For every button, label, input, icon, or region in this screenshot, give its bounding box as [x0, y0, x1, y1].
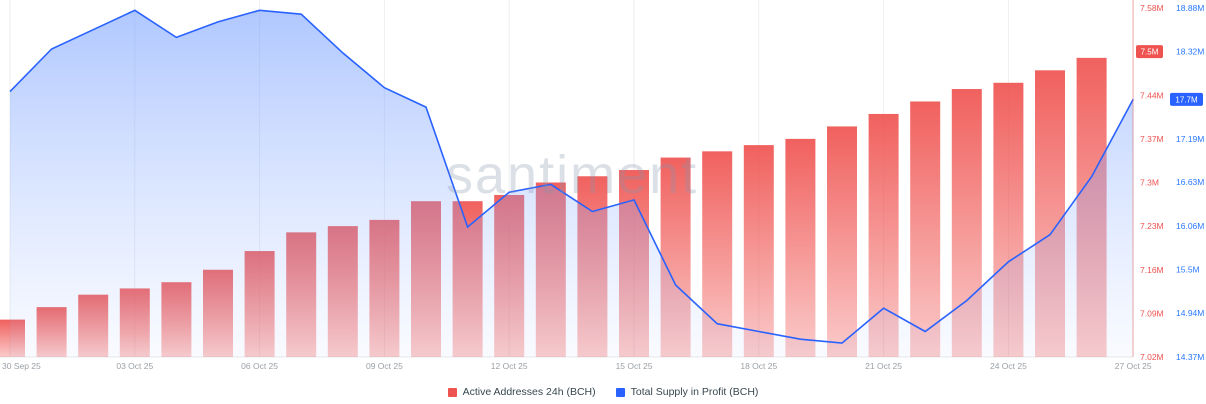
blue-axis-tick: 16.06M — [1176, 221, 1204, 231]
blue-axis-tick: 17.19M — [1176, 134, 1204, 144]
red-axis-tick: 7.37M — [1140, 134, 1164, 144]
area-total-supply-in-profit — [10, 10, 1134, 358]
red-axis-tick: 7.02M — [1140, 352, 1164, 362]
x-tick-label: 06 Oct 25 — [241, 361, 278, 371]
bar[interactable] — [785, 138, 816, 357]
blue-axis-tick: 18.32M — [1176, 46, 1204, 56]
svg-text:17.7M: 17.7M — [1175, 95, 1198, 104]
x-tick-label: 30 Sep 25 — [2, 361, 41, 371]
blue-axis-tick: 14.94M — [1176, 308, 1204, 318]
x-tick-label: 27 Oct 25 — [1115, 361, 1152, 371]
x-tick-label: 21 Oct 25 — [865, 361, 902, 371]
right-axis-blue-labels: 18.88M 18.32M 17.19M 16.63M 16.06M 15.5M 14.94… — [1176, 3, 1204, 362]
blue-axis-tick: 14.37M — [1176, 352, 1204, 362]
red-value-badge: 7.5M — [1136, 45, 1163, 59]
red-axis-tick: 7.09M — [1140, 308, 1164, 318]
right-axis-red-labels: 7.58M 7.44M 7.37M 7.3M 7.23M 7.16M 7.09M 7.02M — [1140, 3, 1164, 362]
total-supply-in-profit-swatch-icon — [615, 387, 625, 397]
legend: Active Addresses 24h (BCH) Total Supply i… — [0, 386, 1206, 398]
red-axis-tick: 7.58M — [1140, 3, 1164, 13]
x-tick-label: 09 Oct 25 — [366, 361, 403, 371]
x-tick-label: 24 Oct 25 — [990, 361, 1027, 371]
svg-text:7.5M: 7.5M — [1141, 48, 1159, 57]
active-addresses-swatch-icon — [447, 387, 457, 397]
blue-axis-tick: 18.88M — [1176, 3, 1204, 13]
x-tick-label: 15 Oct 25 — [616, 361, 653, 371]
red-axis-tick: 7.3M — [1140, 178, 1159, 188]
blue-axis-tick: 16.63M — [1176, 177, 1204, 187]
red-axis-tick: 7.16M — [1140, 265, 1164, 275]
bar[interactable] — [743, 145, 774, 357]
legend-item-total-supply-in-profit[interactable]: Total Supply in Profit (BCH) — [615, 386, 759, 398]
blue-axis-tick: 15.5M — [1176, 265, 1200, 275]
x-tick-label: 12 Oct 25 — [491, 361, 528, 371]
x-tick-label: 03 Oct 25 — [116, 361, 153, 371]
legend-label: Total Supply in Profit (BCH) — [630, 386, 759, 398]
line-total-supply-in-profit[interactable] — [9, 9, 1134, 344]
x-axis-labels: 30 Sep 25 03 Oct 25 06 Oct 25 09 Oct 25 12 O… — [2, 361, 1152, 371]
legend-label: Active Addresses 24h (BCH) — [462, 386, 596, 398]
blue-value-badge: 17.7M — [1170, 92, 1203, 106]
red-axis-tick: 7.44M — [1140, 90, 1164, 100]
red-axis-tick: 7.23M — [1140, 221, 1164, 231]
legend-item-active-addresses[interactable]: Active Addresses 24h (BCH) — [447, 386, 596, 398]
bar[interactable] — [910, 101, 941, 357]
x-tick-label: 18 Oct 25 — [740, 361, 777, 371]
bar[interactable] — [827, 126, 857, 358]
